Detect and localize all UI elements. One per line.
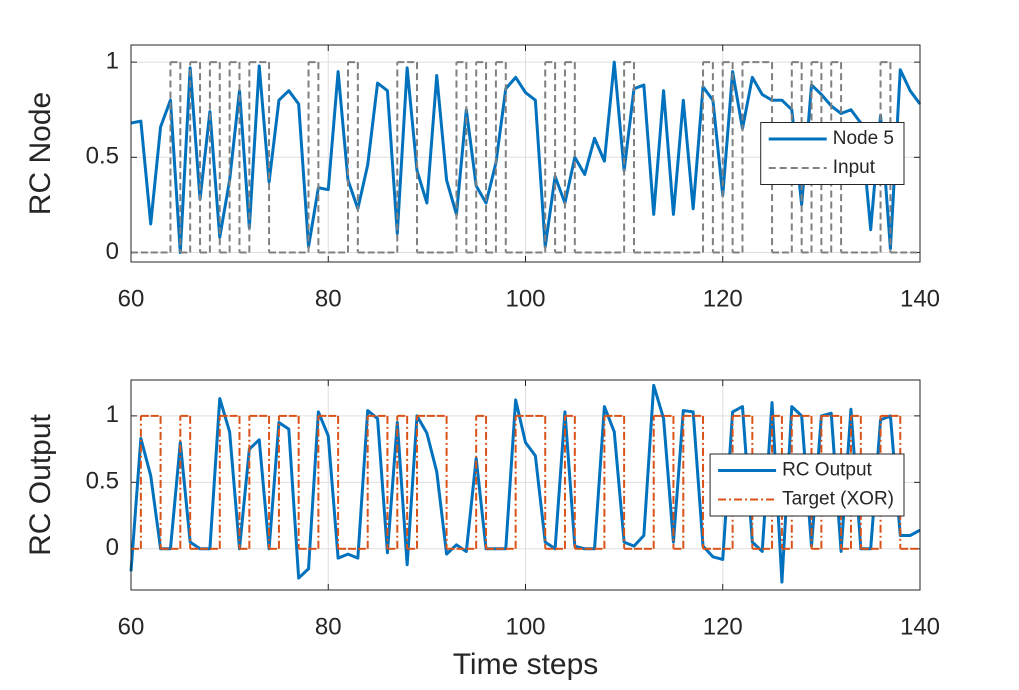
y-tick-label: 0.5 xyxy=(86,143,119,170)
x-tick-label: 100 xyxy=(505,613,545,640)
x-tick-label: 80 xyxy=(315,285,342,312)
axes-box xyxy=(130,44,921,263)
x-tick-label: 120 xyxy=(703,613,743,640)
x-tick-label: 80 xyxy=(315,613,342,640)
y-axis-label: RC Output xyxy=(24,413,57,555)
legend-box xyxy=(709,453,905,517)
x-tick-label: 60 xyxy=(118,285,145,312)
y-axis-label: RC Node xyxy=(24,92,57,215)
legend-label: Node 5 xyxy=(833,128,894,149)
y-tick-label: 0.5 xyxy=(86,468,119,495)
x-tick-label: 60 xyxy=(118,613,145,640)
legend: RC Output Target (XOR) xyxy=(709,453,905,517)
y-tick-label: 1 xyxy=(106,401,119,428)
y-tick-label: 0 xyxy=(106,238,119,265)
legend-label: Target (XOR) xyxy=(782,489,894,510)
legend-label: RC Output xyxy=(782,460,872,481)
y-tick-label: 0 xyxy=(106,534,119,561)
x-tick-label: 120 xyxy=(703,285,743,312)
legend: Node 5 Input xyxy=(760,122,905,185)
x-axis-label: Time steps xyxy=(453,648,599,681)
axes-box xyxy=(130,379,921,591)
legend-box xyxy=(760,122,905,185)
x-tick-label: 140 xyxy=(900,285,940,312)
y-tick-label: 1 xyxy=(106,47,119,74)
data-line xyxy=(130,60,922,254)
x-tick-label: 100 xyxy=(505,285,545,312)
legend-label: Input xyxy=(833,157,876,178)
x-tick-label: 140 xyxy=(900,613,940,640)
